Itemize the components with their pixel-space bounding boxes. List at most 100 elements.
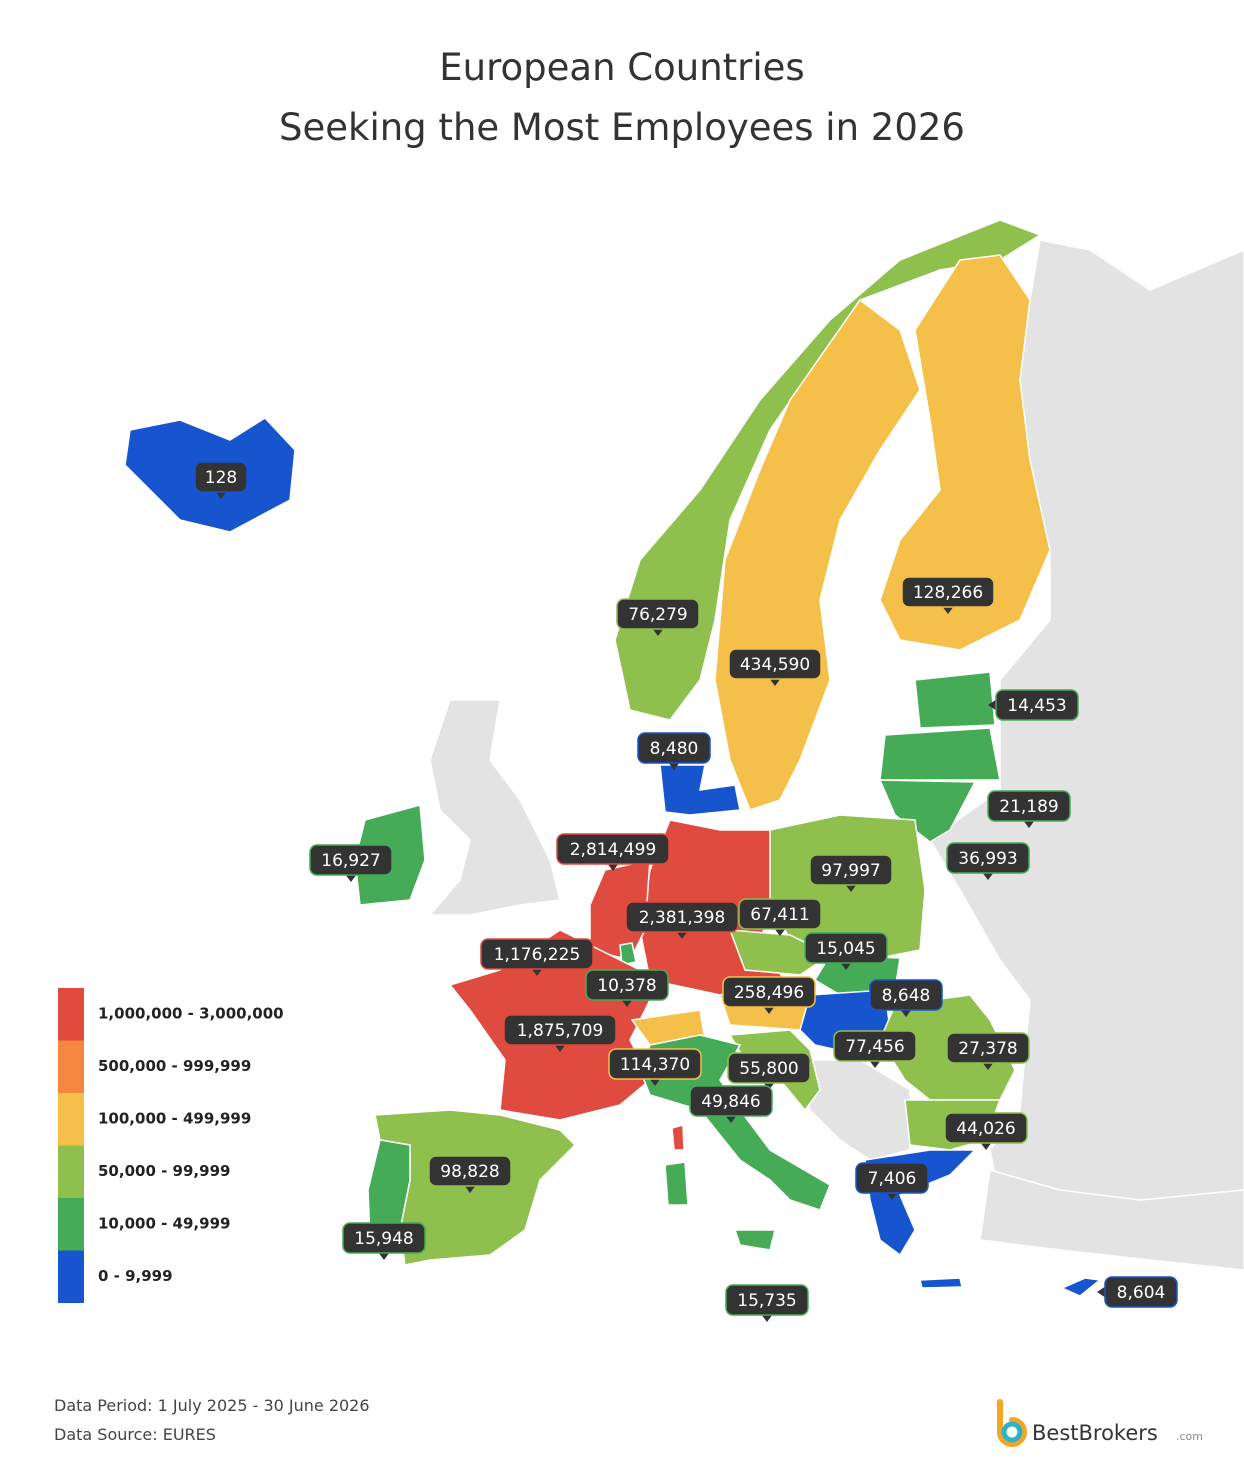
label-pointer <box>982 872 994 880</box>
label-pointer <box>621 999 633 1007</box>
logo-icon <box>1001 1421 1023 1443</box>
label-box <box>342 1222 426 1254</box>
value-label: 8,480 <box>637 732 711 770</box>
finland <box>879 254 1051 651</box>
label-text: 15,948 <box>354 1229 413 1249</box>
value-label: 15,735 <box>725 1284 809 1322</box>
value-label: 128 <box>194 461 248 499</box>
title: European Countries <box>439 46 804 89</box>
label-text: 67,411 <box>750 905 809 925</box>
land <box>979 1169 1244 1271</box>
label-text: 36,993 <box>958 849 1017 869</box>
label-box <box>995 689 1079 721</box>
label-pointer <box>607 863 619 871</box>
label-text: 1,875,709 <box>517 1021 604 1041</box>
map <box>124 219 1244 1479</box>
label-box <box>556 833 670 865</box>
value-label: 8,648 <box>869 979 943 1017</box>
logo-name: BestBrokers <box>1032 1421 1158 1445</box>
label-box <box>728 648 822 680</box>
label-text: 7,406 <box>868 1169 917 1189</box>
value-label: 2,381,398 <box>625 901 739 939</box>
value-label: 7,406 <box>855 1162 929 1200</box>
balkans <box>799 1059 911 1161</box>
label-pointer <box>982 1062 994 1070</box>
value-label: 14,453 <box>988 689 1079 721</box>
legend-swatch <box>58 1250 84 1303</box>
label-pointer <box>725 1115 737 1123</box>
label-box <box>804 932 888 964</box>
label-box <box>946 1032 1030 1064</box>
label-pointer <box>1097 1286 1106 1298</box>
label-pointer <box>761 1314 773 1322</box>
label-text: 49,846 <box>701 1092 760 1112</box>
label-text: 258,496 <box>734 983 804 1003</box>
data-period: Data Period: 1 July 2025 - 30 June 2026 <box>54 1396 370 1415</box>
label-box <box>1104 1276 1178 1308</box>
legend-label: 100,000 - 499,999 <box>98 1110 251 1128</box>
value-label: 2,814,499 <box>556 833 670 871</box>
label-box <box>480 938 594 970</box>
legend-label: 10,000 - 49,999 <box>98 1215 230 1233</box>
title: Seeking the Most Employees in 2026 <box>279 106 965 149</box>
value-labels: 128 76,279 434,590 128,266 14,453 8,480 21,189… <box>194 461 1178 1322</box>
label-text: 10,378 <box>597 976 656 996</box>
label-text: 21,189 <box>999 797 1058 817</box>
label-text: 14,453 <box>1007 696 1066 716</box>
label-text: 76,279 <box>628 605 687 625</box>
label-text: 27,378 <box>958 1039 1017 1059</box>
label-pointer <box>869 1060 881 1068</box>
label-box <box>946 842 1030 874</box>
logo-suffix: .com <box>1176 1430 1203 1443</box>
label-text: 8,648 <box>882 986 931 1006</box>
label-pointer <box>942 606 954 614</box>
denmark <box>659 764 741 816</box>
label-box <box>428 1155 512 1187</box>
label-pointer <box>769 678 781 686</box>
corsica <box>671 1124 685 1151</box>
value-label: 15,948 <box>342 1222 426 1260</box>
label-pointer <box>900 1009 912 1017</box>
value-label: 98,828 <box>428 1155 512 1193</box>
value-label: 258,496 <box>722 976 816 1014</box>
value-label: 114,370 <box>608 1048 702 1086</box>
legend-label: 1,000,000 - 3,000,000 <box>98 1005 284 1023</box>
label-box <box>608 1048 702 1080</box>
value-label: 21,189 <box>987 790 1071 828</box>
label-box <box>738 898 822 930</box>
crete <box>919 1277 963 1289</box>
label-pointer <box>464 1185 476 1193</box>
norway <box>614 219 1042 721</box>
label-box <box>503 1014 617 1046</box>
label-text: 1,176,225 <box>494 945 581 965</box>
label-pointer <box>531 968 543 976</box>
value-label: 8,604 <box>1097 1276 1178 1308</box>
label-pointer <box>676 931 688 939</box>
label-pointer <box>886 1192 898 1200</box>
label-box <box>987 790 1071 822</box>
label-pointer <box>774 928 786 936</box>
value-label: 434,590 <box>728 648 822 686</box>
legend-label: 0 - 9,999 <box>98 1267 173 1285</box>
label-box <box>616 598 700 630</box>
latvia <box>879 727 1001 781</box>
label-text: 77,456 <box>845 1037 904 1057</box>
label-text: 2,814,499 <box>570 840 657 860</box>
label-pointer <box>215 491 227 499</box>
label-text: 15,735 <box>737 1291 796 1311</box>
label-text: 8,480 <box>650 739 699 759</box>
logo-icon <box>997 1399 1027 1447</box>
label-pointer <box>668 762 680 770</box>
legend-swatch <box>58 1145 84 1198</box>
label-box <box>901 576 995 608</box>
label-text: 434,590 <box>740 655 810 675</box>
legend-swatch <box>58 1093 84 1146</box>
label-pointer <box>1023 820 1035 828</box>
label-pointer <box>988 699 997 711</box>
label-text: 8,604 <box>1117 1283 1166 1303</box>
label-pointer <box>649 1078 661 1086</box>
value-label: 49,846 <box>689 1085 773 1123</box>
legend-label: 50,000 - 99,999 <box>98 1162 230 1180</box>
label-text: 15,045 <box>816 939 875 959</box>
